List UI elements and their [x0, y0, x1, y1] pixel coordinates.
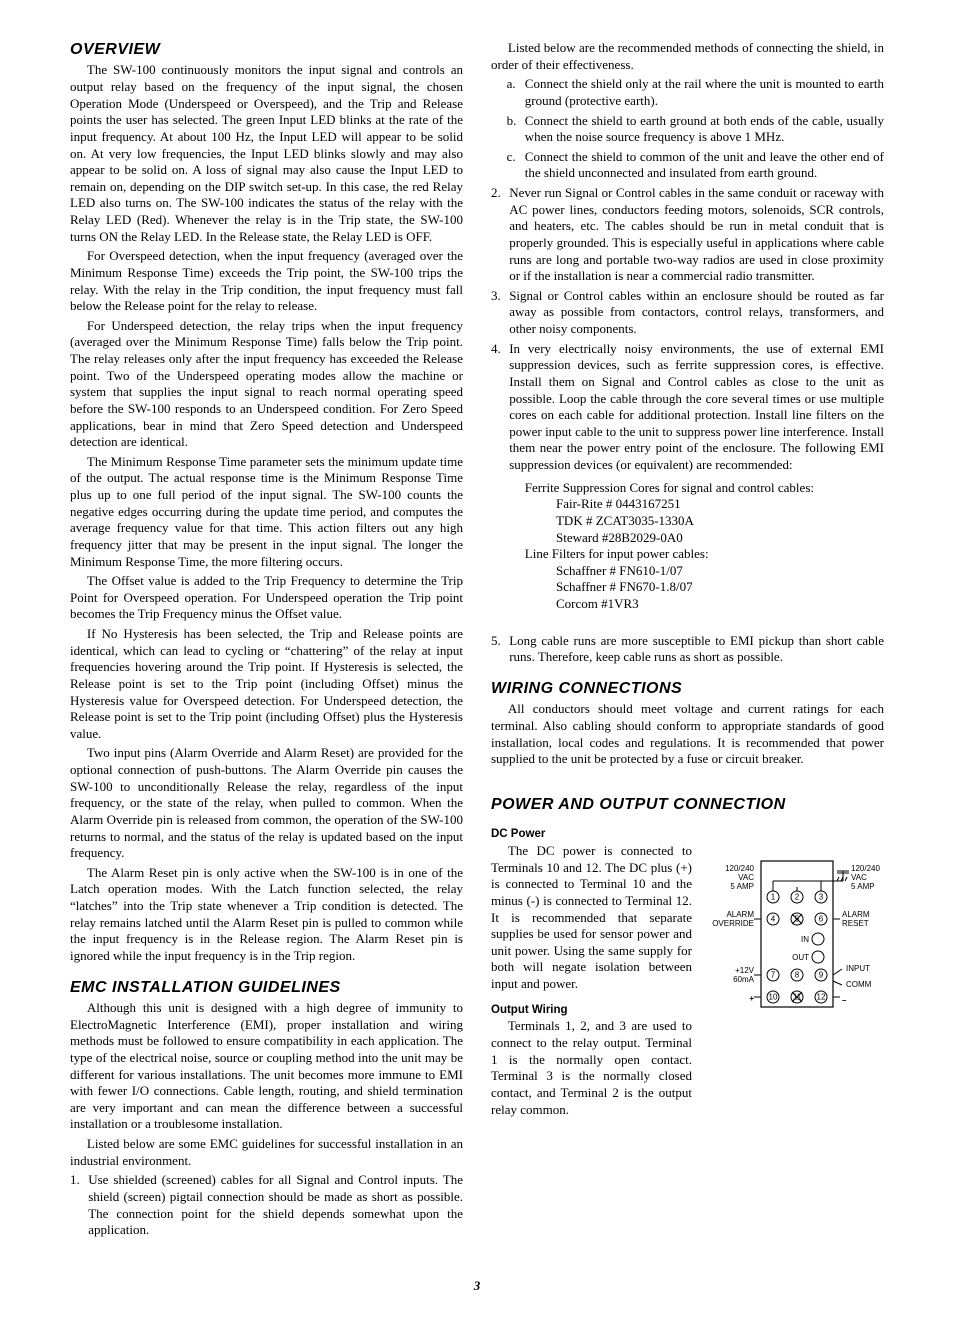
- emc-item-2: 2. Never run Signal or Control cables in…: [491, 185, 884, 285]
- emi-l2-2: Corcom #1VR3: [556, 596, 884, 613]
- lbl-minus: –: [842, 996, 847, 1005]
- lbl-vac-left-1: VAC: [738, 873, 754, 882]
- para-overview-2: For Underspeed detection, the relay trip…: [70, 318, 463, 451]
- term-7: 7: [771, 971, 776, 980]
- shield-lead: Listed below are the recommended methods…: [491, 40, 884, 73]
- emi-l1-2: Steward #28B2029-0A0: [556, 530, 884, 547]
- term-5: 5: [795, 915, 800, 924]
- lbl-vac-left-0: 120/240: [725, 864, 754, 873]
- subhead-dc-power: DC Power: [491, 827, 692, 842]
- list-body: Connect the shield only at the rail wher…: [525, 76, 884, 109]
- term-9: 9: [819, 971, 824, 980]
- emi-l1-1: TDK # ZCAT3035-1330A: [556, 513, 884, 530]
- lbl-out: OUT: [792, 953, 809, 962]
- emi-devices-block: Ferrite Suppression Cores for signal and…: [525, 480, 884, 613]
- list-label: 3.: [491, 288, 507, 338]
- list-body: Use shielded (screened) cables for all S…: [88, 1172, 463, 1239]
- list-label: c.: [507, 149, 523, 182]
- emi-l2-0: Schaffner # FN610-1/07: [556, 563, 884, 580]
- shield-item-a: a. Connect the shield only at the rail w…: [507, 76, 884, 109]
- heading-power: POWER AND OUTPUT CONNECTION: [491, 795, 884, 815]
- lbl-ar-1: RESET: [842, 919, 869, 928]
- lbl-ar-0: ALARM: [842, 910, 870, 919]
- list-label: 5.: [491, 633, 507, 666]
- shield-item-b: b. Connect the shield to earth ground at…: [507, 113, 884, 146]
- term-3: 3: [819, 893, 824, 902]
- para-overview-3: The Minimum Response Time parameter sets…: [70, 454, 463, 570]
- shield-item-c: c. Connect the shield to common of the u…: [507, 149, 884, 182]
- lbl-ao-0: ALARM: [726, 910, 754, 919]
- lbl-input: INPUT: [846, 964, 870, 973]
- heading-emc: EMC INSTALLATION GUIDELINES: [70, 978, 463, 998]
- lbl-plus: +: [749, 994, 754, 1003]
- para-overview-4: The Offset value is added to the Trip Fr…: [70, 573, 463, 623]
- list-label: 2.: [491, 185, 507, 285]
- list-body: Signal or Control cables within an enclo…: [509, 288, 884, 338]
- lbl-12v-1: 60mA: [733, 975, 755, 984]
- term-1: 1: [771, 893, 776, 902]
- list-body: In very electrically noisy environments,…: [509, 341, 884, 474]
- heading-overview: OVERVIEW: [70, 40, 463, 60]
- term-6: 6: [819, 915, 824, 924]
- list-label: 4.: [491, 341, 507, 474]
- emc-item-3: 3. Signal or Control cables within an en…: [491, 288, 884, 338]
- emc-item-1: 1. Use shielded (screened) cables for al…: [70, 1172, 463, 1239]
- para-wiring: All conductors should meet voltage and c…: [491, 701, 884, 768]
- term-11: 11: [793, 993, 802, 1002]
- emc-item-4: 4. In very electrically noisy environmen…: [491, 341, 884, 474]
- list-label: 1.: [70, 1172, 86, 1239]
- lbl-vac-right-2: 5 AMP: [851, 882, 875, 891]
- list-body: Connect the shield to common of the unit…: [525, 149, 884, 182]
- para-overview-1: For Overspeed detection, when the input …: [70, 248, 463, 315]
- list-body: Long cable runs are more susceptible to …: [509, 633, 884, 666]
- emi-h2: Line Filters for input power cables:: [525, 546, 884, 563]
- terminal-diagram: 1 2 3 4 5 6 7 8 9 10 11 12: [706, 853, 884, 1028]
- para-dc-power: The DC power is connected to Terminals 1…: [491, 843, 692, 993]
- power-wrap: DC Power The DC power is connected to Te…: [491, 817, 884, 1121]
- emi-l2-1: Schaffner # FN670-1.8/07: [556, 579, 884, 596]
- lbl-in: IN: [801, 935, 809, 944]
- list-label: b.: [507, 113, 523, 146]
- lbl-vac-right-0: 120/240: [851, 864, 880, 873]
- para-emc-0: Although this unit is designed with a hi…: [70, 1000, 463, 1133]
- list-label: a.: [507, 76, 523, 109]
- list-body: Never run Signal or Control cables in th…: [509, 185, 884, 285]
- term-8: 8: [795, 971, 800, 980]
- para-overview-0: The SW-100 continuously monitors the inp…: [70, 62, 463, 245]
- subhead-output-wiring: Output Wiring: [491, 1003, 692, 1018]
- para-emc-1: Listed below are some EMC guidelines for…: [70, 1136, 463, 1169]
- para-overview-7: The Alarm Reset pin is only active when …: [70, 865, 463, 965]
- term-4: 4: [771, 915, 776, 924]
- heading-wiring: WIRING CONNECTIONS: [491, 679, 884, 699]
- lbl-comm: COMM: [846, 980, 872, 989]
- emi-l1-0: Fair-Rite # 0443167251: [556, 496, 884, 513]
- page-number: 3: [70, 1278, 884, 1294]
- term-12: 12: [817, 993, 826, 1002]
- para-overview-5: If No Hysteresis has been selected, the …: [70, 626, 463, 742]
- term-10: 10: [769, 993, 778, 1002]
- lbl-vac-right-1: VAC: [851, 873, 867, 882]
- lbl-vac-left-2: 5 AMP: [730, 882, 754, 891]
- lbl-12v-0: +12V: [735, 966, 755, 975]
- emi-h1: Ferrite Suppression Cores for signal and…: [525, 480, 884, 497]
- emc-item-5: 5. Long cable runs are more susceptible …: [491, 633, 884, 666]
- lbl-ao-1: OVERRIDE: [712, 919, 754, 928]
- para-output-wiring: Terminals 1, 2, and 3 are used to connec…: [491, 1018, 692, 1118]
- para-overview-6: Two input pins (Alarm Override and Alarm…: [70, 745, 463, 861]
- list-body: Connect the shield to earth ground at bo…: [525, 113, 884, 146]
- term-2: 2: [795, 893, 800, 902]
